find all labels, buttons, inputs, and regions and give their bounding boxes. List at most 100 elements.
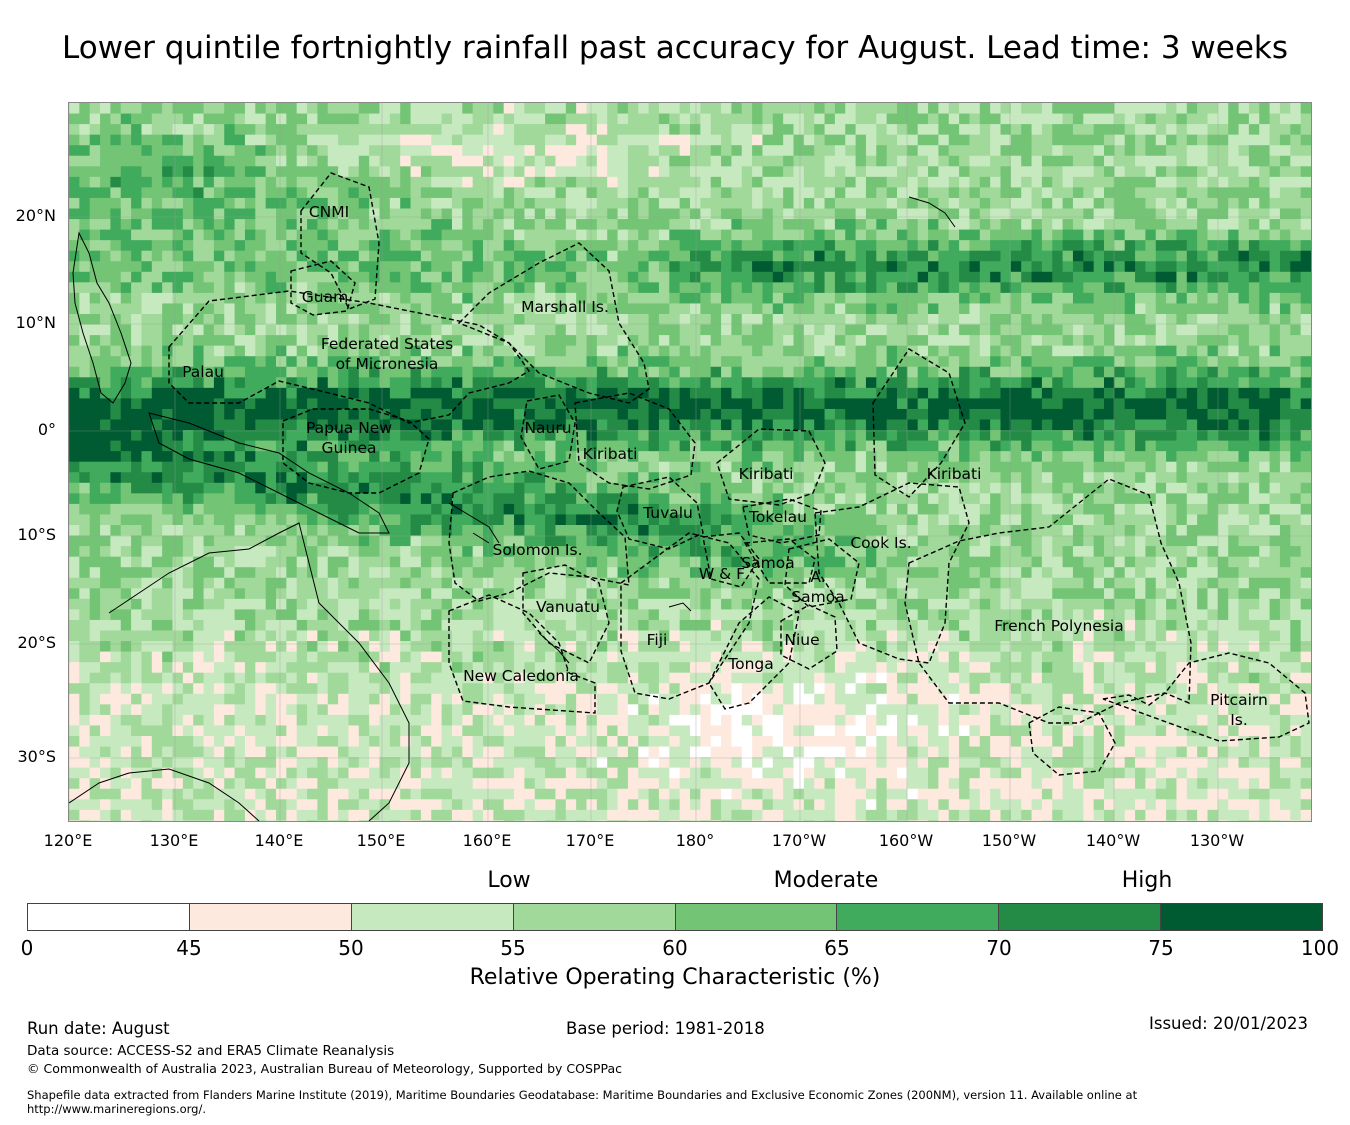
region-label-fsm: Federated States of Micronesia (320, 335, 454, 373)
roc-map (69, 103, 1311, 821)
colorbar (27, 903, 1323, 931)
colorbar-tick-45: 45 (176, 936, 202, 960)
eez-american-samoa (784, 538, 860, 608)
eez-fiji (620, 532, 760, 700)
eez-pitcairn (1102, 652, 1310, 742)
coast-philippines (72, 231, 132, 404)
eez-solomon (448, 470, 630, 602)
region-label-samoa: Samoa (741, 554, 795, 572)
eez-nauru (520, 394, 576, 470)
colorbar-label: Relative Operating Characteristic (%) (469, 965, 881, 990)
roc-heatmap-cells (69, 103, 1311, 821)
region-label-new-caledonia: New Caledonia (463, 667, 579, 685)
colorbar-tick-65: 65 (824, 936, 850, 960)
eez-boundaries (168, 172, 1310, 776)
run-date: Run date: August (27, 1019, 170, 1038)
data-source: Data source: ACCESS-S2 and ERA5 Climate … (27, 1043, 395, 1059)
colorbar-tick-70: 70 (986, 936, 1012, 960)
eez-vanuatu (522, 564, 610, 664)
colorbar-bin-75-100 (1161, 904, 1322, 930)
lon-label-120e: 120°E (43, 831, 93, 850)
lon-label-140e: 140°E (254, 831, 304, 850)
copyright: © Commonwealth of Australia 2023, Austra… (27, 1061, 622, 1076)
region-label-french-polynesia: French Polynesia (994, 617, 1124, 635)
colorbar-tick-55: 55 (500, 936, 526, 960)
eez-wallis-futuna (702, 532, 760, 588)
region-label-palau: Palau (182, 363, 224, 381)
coast-fiji (668, 602, 692, 612)
coast-hawaii (908, 196, 956, 228)
region-label-pitcairn: Pitcairn Is. (1210, 691, 1268, 729)
colorbar-tick-100: 100 (1300, 936, 1340, 960)
base-period: Base period: 1981-2018 (566, 1019, 765, 1038)
lon-label-130e: 130°E (149, 831, 199, 850)
region-label-cnmi: CNMI (308, 203, 350, 221)
lat-label-20n: 20°N (15, 206, 56, 225)
eez-new-caledonia (448, 594, 596, 714)
region-label-guam: Guam (301, 288, 349, 306)
region-label-tokelau: Tokelau (749, 508, 807, 526)
eez-niue (780, 604, 838, 670)
shapefile-credit: Shapefile data extracted from Flanders M… (27, 1088, 1138, 1102)
coast-new-guinea (148, 412, 390, 534)
eez-tokelau (742, 498, 822, 544)
colorbar-category-moderate: Moderate (773, 868, 879, 893)
region-label-wallis-futuna: W & F (698, 565, 746, 583)
eez-guam (290, 260, 356, 316)
lat-label-20s: 20°S (17, 633, 56, 652)
region-label-niue: Niue (784, 631, 820, 649)
eez-cook (814, 482, 970, 664)
eez-french-polynesia (904, 478, 1192, 724)
lon-label-180: 180° (675, 831, 715, 850)
lat-label-equator: 0° (37, 420, 56, 439)
region-label-fiji: Fiji (646, 631, 668, 649)
eez-tuvalu (616, 476, 704, 550)
lat-label-10s: 10°S (17, 525, 56, 544)
eez-kiribati-line (872, 348, 966, 498)
region-label-png: Papua New Guinea (305, 419, 393, 457)
eez-png (282, 408, 430, 494)
colorbar-bin-0-45 (28, 904, 190, 930)
colorbar-bin-55-60 (513, 904, 676, 930)
colorbar-category-high: High (1121, 868, 1173, 893)
region-label-marshall: Marshall Is. (521, 298, 609, 316)
colorbar-tick-50: 50 (338, 936, 364, 960)
eez-samoa (743, 538, 816, 584)
region-label-nauru: Nauru (524, 419, 572, 437)
colorbar-bin-65-70 (837, 904, 1000, 930)
shapefile-url: http://www.marineregions.org/. (27, 1102, 206, 1116)
colorbar-tick-75: 75 (1148, 936, 1174, 960)
colorbar-category-low: Low (487, 868, 531, 893)
eez-kiribati-gilbert (574, 392, 696, 490)
region-label-kiribati-line: Kiribati (926, 465, 982, 483)
colorbar-bin-70-75 (999, 904, 1162, 930)
coast-australia-north (108, 522, 410, 821)
lat-label-10n: 10°N (15, 313, 56, 332)
lon-label-150e: 150°E (356, 831, 406, 850)
coastlines (69, 196, 956, 821)
lon-label-170w: 170°W (771, 831, 827, 850)
coast-australia-west (69, 768, 260, 821)
region-label-vanuatu: Vanuatu (536, 598, 600, 616)
region-label-cook: Cook Is. (850, 534, 912, 552)
colorbar-tick-60: 60 (662, 936, 688, 960)
map-panel (68, 102, 1312, 822)
region-label-kiribati-phoenix: Kiribati (738, 465, 794, 483)
colorbar-bin-45-50 (189, 904, 352, 930)
region-label-tuvalu: Tuvalu (643, 504, 693, 522)
colorbar-bin-50-55 (351, 904, 514, 930)
region-label-tonga: Tonga (728, 655, 774, 673)
eez-pitcairn-henderson (1028, 706, 1116, 776)
lon-label-130w: 130°W (1189, 831, 1245, 850)
coast-new-caledonia (538, 632, 570, 664)
region-label-american-samoa: A. Samoa (791, 568, 845, 606)
issued-date: Issued: 20/01/2023 (1149, 1014, 1309, 1033)
lon-label-160e: 160°E (462, 831, 512, 850)
lon-label-170e: 170°E (565, 831, 615, 850)
lon-label-150w: 150°W (981, 831, 1037, 850)
eez-cnmi (300, 172, 380, 310)
region-label-solomon: Solomon Is. (492, 541, 583, 559)
eez-fsm (168, 290, 531, 424)
map-title: Lower quintile fortnightly rainfall past… (62, 30, 1288, 66)
colorbar-bin-60-65 (675, 904, 838, 930)
